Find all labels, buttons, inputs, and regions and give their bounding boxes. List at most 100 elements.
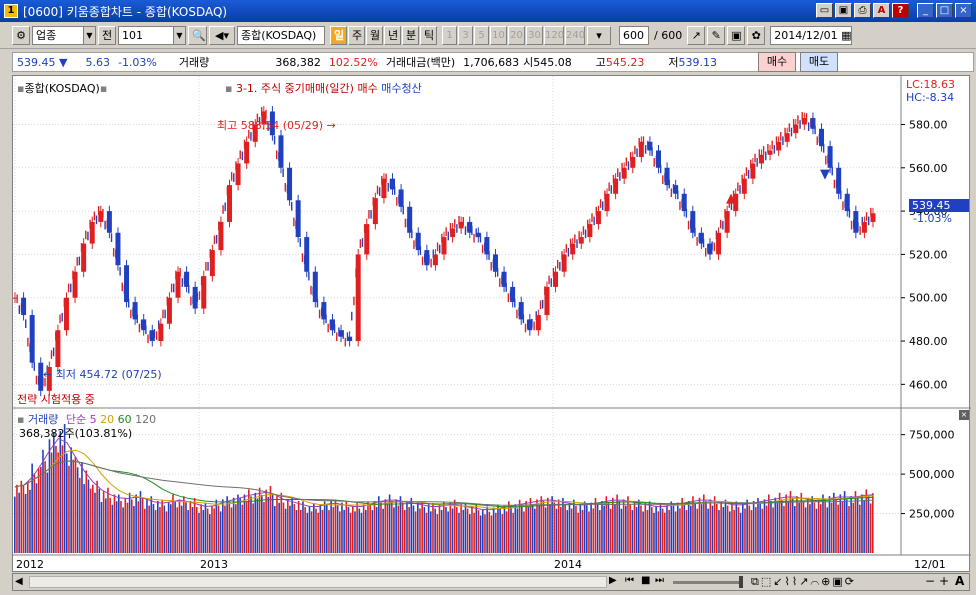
chart-scroll-controls: ◀ ▶ ⏮ ■ ⏭ ⧉⬚↙⌇⌇↗⌒⊕▣⟳ − + A bbox=[12, 573, 970, 591]
minute-tab-3[interactable]: 3 bbox=[458, 25, 473, 45]
volume-bar bbox=[165, 511, 168, 553]
volume-bar bbox=[92, 484, 94, 553]
volume-bar-series bbox=[14, 424, 874, 553]
zoom-handle[interactable] bbox=[739, 576, 743, 588]
scroll-right-icon[interactable]: ▶ bbox=[609, 575, 617, 586]
settings-icon[interactable]: ⚙ bbox=[12, 25, 30, 45]
first-page-icon[interactable]: ⏮ bbox=[625, 575, 634, 586]
last-page-icon[interactable]: ⏭ bbox=[655, 575, 664, 586]
gear-icon[interactable]: ✿ bbox=[747, 25, 766, 45]
volume-bar bbox=[685, 510, 688, 553]
volume-bar bbox=[336, 505, 339, 553]
volume-bar bbox=[204, 503, 207, 553]
layout-icon[interactable]: ▭ bbox=[816, 3, 833, 18]
volume-bar bbox=[228, 502, 231, 553]
volume-bar bbox=[783, 506, 785, 553]
volume-bar bbox=[648, 501, 651, 553]
close-icon[interactable]: × bbox=[955, 3, 972, 18]
volume-bar bbox=[724, 499, 727, 553]
speaker-icon[interactable]: ◀▾ bbox=[209, 25, 235, 45]
search-icon[interactable]: 🔍 bbox=[188, 25, 207, 45]
volume-bar bbox=[332, 507, 335, 553]
indicator-icon[interactable]: ✎ bbox=[707, 25, 726, 45]
save-icon[interactable]: ▣ bbox=[727, 25, 746, 45]
candle-body bbox=[235, 163, 241, 186]
volume-bar bbox=[681, 497, 683, 553]
minute-tab-240[interactable]: 240 bbox=[565, 25, 585, 45]
horizontal-scrollbar[interactable] bbox=[29, 576, 607, 588]
candle-body bbox=[55, 330, 61, 368]
panel-close-icon[interactable]: × bbox=[959, 410, 969, 420]
price-tick-label: 460.00 bbox=[909, 378, 948, 391]
candle-body bbox=[527, 319, 533, 331]
zoom-out-icon[interactable]: − bbox=[925, 574, 936, 588]
volume-bar bbox=[191, 507, 194, 553]
scroll-left-icon[interactable]: ◀ bbox=[15, 576, 23, 587]
ma-5-label: 5 bbox=[89, 413, 97, 426]
volume-bar bbox=[466, 508, 469, 553]
period-tab-3[interactable]: 년 bbox=[384, 25, 401, 45]
buy-button[interactable]: 매수 bbox=[758, 52, 796, 72]
alert-icon[interactable]: A bbox=[873, 3, 890, 18]
volume-bar bbox=[219, 511, 222, 553]
volume-bar bbox=[616, 494, 618, 553]
volume-bar bbox=[865, 489, 868, 553]
volume-bar bbox=[776, 502, 779, 553]
volume-bar bbox=[458, 512, 460, 553]
period-tab-2[interactable]: 월 bbox=[366, 25, 383, 45]
volume-bar bbox=[755, 507, 757, 553]
minute-tab-5[interactable]: 5 bbox=[474, 25, 489, 45]
candle-body bbox=[415, 232, 421, 251]
volume-bar bbox=[360, 512, 363, 553]
volume-bar bbox=[144, 508, 146, 553]
minute-tab-20[interactable]: 20 bbox=[508, 25, 525, 45]
volume-bar bbox=[53, 432, 55, 553]
pin-icon[interactable]: ▣ bbox=[835, 3, 852, 18]
code-input[interactable]: 101 ▼ bbox=[118, 25, 186, 45]
maximize-icon[interactable]: □ bbox=[936, 3, 953, 18]
volume-bar bbox=[237, 494, 239, 553]
chart-tool-icon[interactable]: ↗ bbox=[687, 25, 706, 45]
candle-body bbox=[510, 286, 516, 303]
strategy-legend: ▪ 3-1. 주식 중기매매(일간) 매수 매수청산 bbox=[225, 82, 422, 95]
period-tab-4[interactable]: 분 bbox=[402, 25, 419, 45]
chart-area[interactable]: 580.00560.00540.00520.00500.00480.00460.… bbox=[12, 75, 971, 573]
count-input[interactable]: 600 bbox=[619, 25, 649, 45]
volume-bar bbox=[269, 485, 272, 553]
all-button[interactable]: 전 bbox=[98, 25, 116, 45]
minute-dropdown[interactable]: ▾ bbox=[587, 25, 611, 45]
zoom-slider[interactable] bbox=[673, 581, 741, 584]
period-tab-1[interactable]: 주 bbox=[348, 25, 365, 45]
volume-bar bbox=[419, 508, 421, 553]
volume-bar bbox=[222, 499, 224, 553]
volume-legend-label: 거래량 bbox=[27, 413, 59, 426]
volume-bar bbox=[100, 502, 103, 553]
volume-bar bbox=[395, 499, 397, 553]
stop-icon[interactable]: ■ bbox=[641, 575, 651, 586]
price-volume-chart[interactable]: 580.00560.00540.00520.00500.00480.00460.… bbox=[13, 76, 971, 573]
help-icon[interactable]: ? bbox=[892, 3, 909, 18]
minute-tab-10[interactable]: 10 bbox=[490, 25, 507, 45]
font-size-icon[interactable]: A bbox=[955, 574, 965, 588]
volume-bar bbox=[872, 493, 874, 553]
chart-tools-icons[interactable]: ⧉⬚↙⌇⌇↗⌒⊕▣⟳ bbox=[751, 575, 856, 588]
volume-bar bbox=[423, 507, 426, 553]
minute-tab-120[interactable]: 120 bbox=[544, 25, 564, 45]
minimize-icon[interactable]: _ bbox=[917, 3, 934, 18]
candle-body bbox=[38, 362, 44, 391]
volume-ma-120 bbox=[14, 460, 874, 506]
volume-bar bbox=[668, 509, 670, 553]
minute-tab-1[interactable]: 1 bbox=[442, 25, 457, 45]
period-tab-0[interactable]: 일 bbox=[330, 25, 347, 45]
category-select[interactable]: 업종 ▼ bbox=[32, 25, 96, 45]
date-input[interactable]: 2014/12/01 ▦ bbox=[770, 25, 853, 45]
volume-ma-lines bbox=[14, 437, 874, 511]
print-icon[interactable]: ⎙ bbox=[854, 3, 871, 18]
zoom-in-icon[interactable]: + bbox=[939, 574, 950, 588]
sell-button[interactable]: 매도 bbox=[800, 52, 838, 72]
volume-bar bbox=[176, 507, 179, 553]
period-tab-5[interactable]: 틱 bbox=[420, 25, 437, 45]
minute-tab-30[interactable]: 30 bbox=[526, 25, 543, 45]
candle-body bbox=[595, 211, 601, 225]
candle-body bbox=[124, 265, 130, 303]
